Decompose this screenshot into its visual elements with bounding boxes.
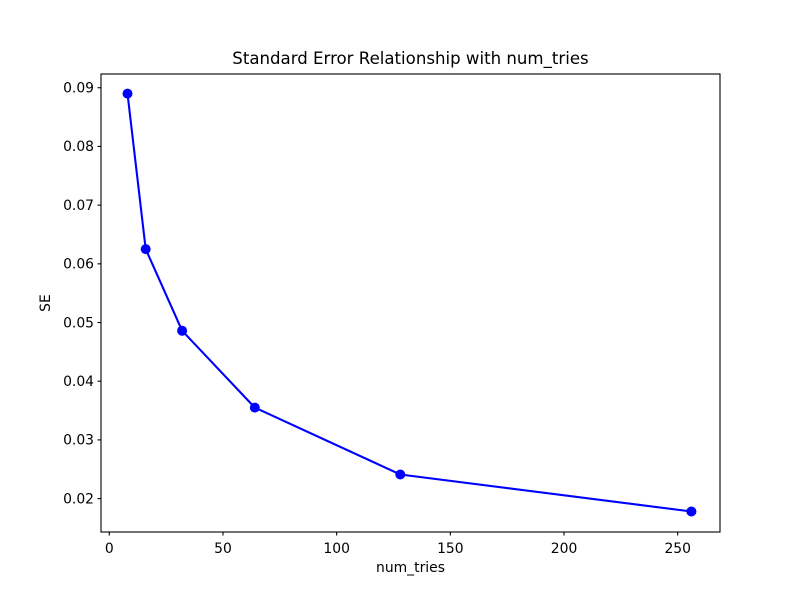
data-point (122, 88, 133, 99)
y-tick-label: 0.07 (63, 198, 94, 214)
data-series-layer (122, 88, 697, 517)
data-point (140, 244, 151, 255)
y-axis-label: SE (38, 294, 54, 312)
x-tick-label: 150 (437, 541, 464, 557)
data-point (249, 402, 260, 413)
axes-layer: 0 50 100 150 200 250 0.02 0.03 0.04 0.05 0.06 0.07 0… (63, 73, 721, 557)
y-tick-label: 0.03 (63, 433, 94, 449)
y-tick-label: 0.04 (63, 374, 94, 390)
x-tick-label: 0 (105, 541, 114, 557)
data-point (177, 325, 188, 336)
data-point (686, 506, 697, 517)
x-tick-label: 50 (214, 541, 232, 557)
x-axis-label: num_tries (376, 560, 445, 576)
y-tick-label: 0.06 (63, 257, 94, 273)
x-tick-label: 100 (323, 541, 350, 557)
x-tick-label: 250 (664, 541, 691, 557)
y-tick-label: 0.02 (63, 491, 94, 507)
data-point (395, 469, 406, 480)
data-line (126, 93, 692, 513)
y-tick-label: 0.05 (63, 315, 94, 331)
y-tick-label: 0.09 (63, 81, 94, 97)
x-tick-label: 200 (551, 541, 578, 557)
y-tick-label: 0.08 (63, 139, 94, 155)
axes-spines (100, 73, 721, 533)
chart-title: Standard Error Relationship with num_tri… (232, 49, 588, 69)
